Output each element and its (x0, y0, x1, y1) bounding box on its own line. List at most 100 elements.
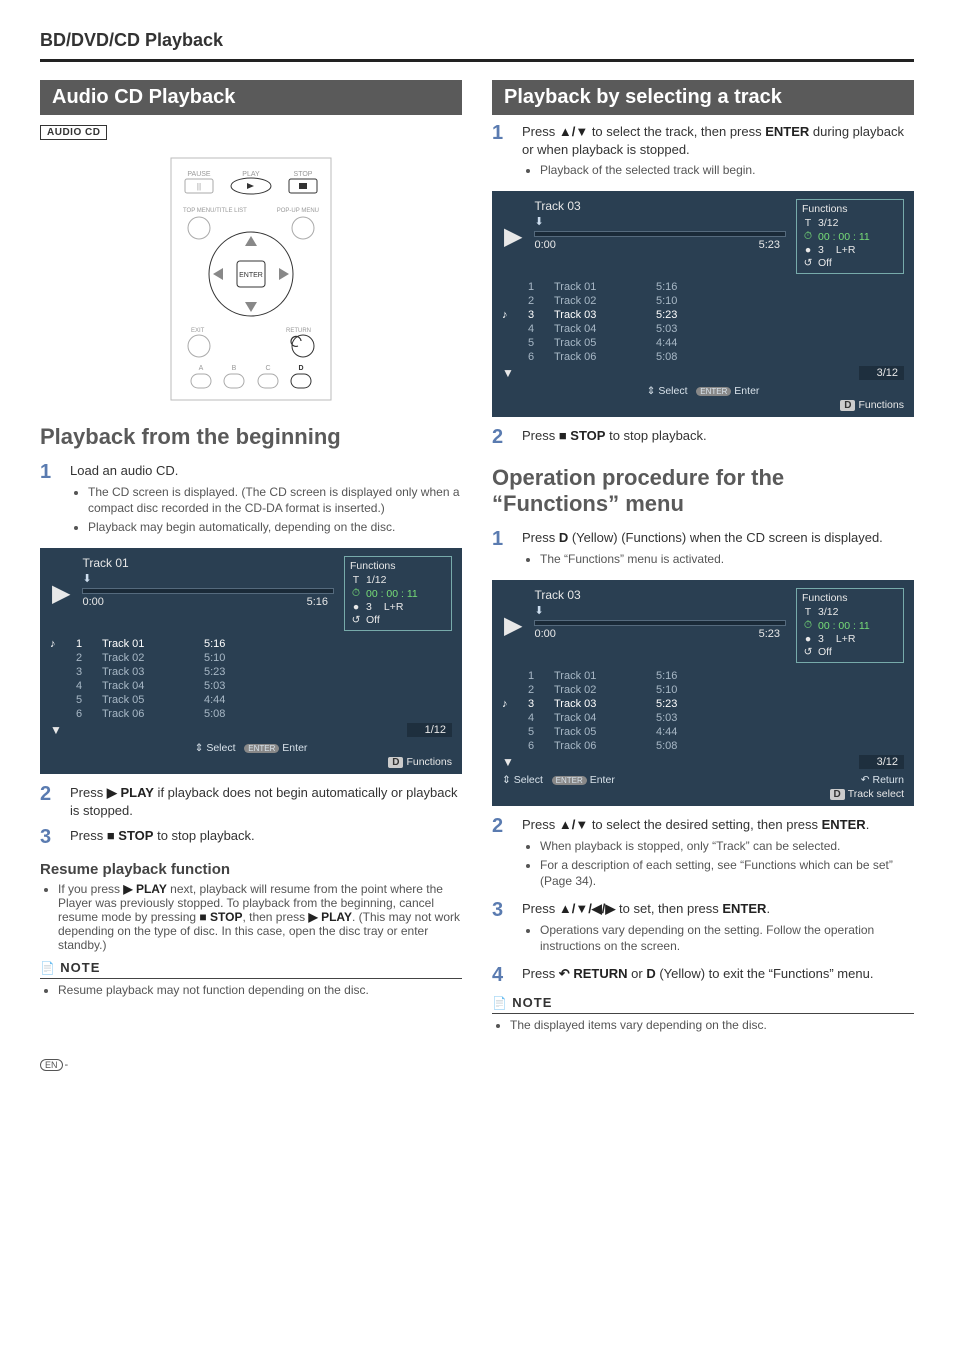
play-icon: ♪ (502, 698, 516, 710)
track-duration: 5:23 (656, 309, 696, 321)
track-name: Track 06 (102, 708, 192, 720)
track-number: 3 (528, 698, 542, 710)
track-duration: 5:03 (204, 680, 244, 692)
track-number: 2 (76, 652, 90, 664)
svg-text:A: A (199, 365, 204, 372)
track-name: Track 05 (554, 337, 644, 349)
play-icon (502, 740, 516, 752)
track-duration: 5:16 (656, 670, 696, 682)
time-duration: 5:23 (759, 239, 780, 251)
step-number: 1 (492, 123, 510, 181)
track-row: 5 Track 05 4:44 (50, 693, 452, 707)
track-number: 5 (528, 726, 542, 738)
track-list: 1 Track 01 5:16 2 Track 02 5:10 ♪ 3 Trac… (492, 669, 914, 753)
time-current: 0:00 (534, 628, 555, 640)
section-title: BD/DVD/CD Playback (40, 30, 914, 62)
play-icon (502, 323, 516, 335)
page-number: EN- (40, 1059, 914, 1071)
play-icon (502, 351, 516, 363)
time-duration: 5:16 (307, 596, 328, 608)
note-body: Resume playback may not function dependi… (58, 983, 462, 997)
play-icon (50, 694, 64, 706)
step-text: Press ■ STOP to stop playback. (522, 427, 914, 447)
step-text: Press D (Yellow) (Functions) when the CD… (522, 530, 883, 545)
track-row: 1 Track 01 5:16 (502, 280, 904, 294)
track-number: 2 (528, 684, 542, 696)
track-duration: 4:44 (656, 726, 696, 738)
step-bullet: Playback may begin automatically, depend… (88, 519, 462, 535)
track-list: 1 Track 01 5:16 2 Track 02 5:10 ♪ 3 Trac… (492, 280, 914, 364)
track-row: 5 Track 05 4:44 (502, 336, 904, 350)
track-name: Track 03 (554, 698, 644, 710)
track-name: Track 01 (554, 281, 644, 293)
play-icon (50, 708, 64, 720)
svg-text:C: C (265, 365, 270, 372)
track-duration: 5:03 (656, 323, 696, 335)
track-row: ♪ 3 Track 03 5:23 (502, 697, 904, 711)
track-row: 5 Track 05 4:44 (502, 725, 904, 739)
track-duration: 5:03 (656, 712, 696, 724)
sub-playback-begin: Playback from the beginning (40, 424, 462, 450)
track-name: Track 06 (554, 740, 644, 752)
track-duration: 5:23 (656, 698, 696, 710)
functions-box: Functions T3/12 ⏱00 : 00 : 11 ●3L+R ↺Off (796, 588, 904, 663)
svg-text:RETURN: RETURN (286, 328, 311, 334)
svg-text:POP-UP MENU: POP-UP MENU (277, 208, 319, 214)
heading-select-track: Playback by selecting a track (492, 80, 914, 115)
step-number: 2 (40, 784, 58, 819)
track-duration: 5:23 (204, 666, 244, 678)
step-number: 2 (492, 816, 510, 892)
down-arrow-icon: ⬇ (534, 215, 786, 228)
svg-text:ENTER: ENTER (239, 272, 263, 279)
sub-functions: Operation procedure for the “Functions” … (492, 465, 914, 517)
progress-bar (82, 588, 334, 594)
track-row: 2 Track 02 5:10 (502, 294, 904, 308)
track-number: 4 (528, 323, 542, 335)
step-number: 2 (492, 427, 510, 447)
play-icon (502, 726, 516, 738)
track-duration: 5:16 (656, 281, 696, 293)
step-bullet: The CD screen is displayed. (The CD scre… (88, 484, 462, 516)
svg-text:D: D (298, 365, 303, 372)
sub-resume: Resume playback function (40, 861, 462, 878)
step-bullet: When playback is stopped, only “Track” c… (540, 838, 914, 854)
osd-panel-1: ▶ Track 01 ⬇ 0:005:16 Functions T1/12 ⏱0… (40, 548, 462, 774)
heading-audio-cd: Audio CD Playback (40, 80, 462, 115)
step-number: 4 (492, 965, 510, 985)
svg-text:EXIT: EXIT (191, 328, 205, 334)
track-row: 2 Track 02 5:10 (50, 651, 452, 665)
step-number: 3 (40, 827, 58, 847)
track-duration: 5:08 (204, 708, 244, 720)
svg-text:PAUSE: PAUSE (187, 171, 211, 178)
note-body: The displayed items vary depending on th… (510, 1018, 914, 1032)
pager: 1/12 (407, 723, 452, 737)
osd-panel-2: ▶ Track 03 ⬇ 0:005:23 Functions T3/12 ⏱0… (492, 191, 914, 417)
track-name: Track 06 (554, 351, 644, 363)
track-name: Track 05 (102, 694, 192, 706)
track-row: 6 Track 06 5:08 (502, 350, 904, 364)
track-duration: 5:10 (204, 652, 244, 664)
badge-audio-cd: AUDIO CD (40, 125, 107, 140)
play-icon (50, 666, 64, 678)
functions-box: Functions T3/12 ⏱00 : 00 : 11 ●3L+R ↺Off (796, 199, 904, 274)
down-arrow-icon: ⬇ (82, 572, 334, 585)
step-text: Press ▲/▼/◀/▶ to set, then press ENTER. (522, 901, 770, 916)
track-name: Track 01 (102, 638, 192, 650)
track-row: 4 Track 04 5:03 (502, 711, 904, 725)
track-duration: 5:08 (656, 740, 696, 752)
step-text: Press ▲/▼ to select the track, then pres… (522, 124, 904, 157)
step-text: Press ↶ RETURN or D (Yellow) to exit the… (522, 965, 914, 985)
track-row: ♪ 3 Track 03 5:23 (502, 308, 904, 322)
note-label: NOTE (40, 960, 462, 979)
track-duration: 5:10 (656, 295, 696, 307)
play-icon: ♪ (502, 309, 516, 321)
track-number: 1 (76, 638, 90, 650)
track-row: 2 Track 02 5:10 (502, 683, 904, 697)
svg-text:TOP MENU/TITLE LIST: TOP MENU/TITLE LIST (183, 208, 247, 214)
step-text: Load an audio CD. (70, 463, 178, 478)
track-row: 1 Track 01 5:16 (502, 669, 904, 683)
osd-track-title: Track 01 (82, 556, 334, 570)
play-icon (502, 337, 516, 349)
svg-text:||: || (197, 182, 201, 191)
play-icon: ♪ (50, 638, 64, 650)
